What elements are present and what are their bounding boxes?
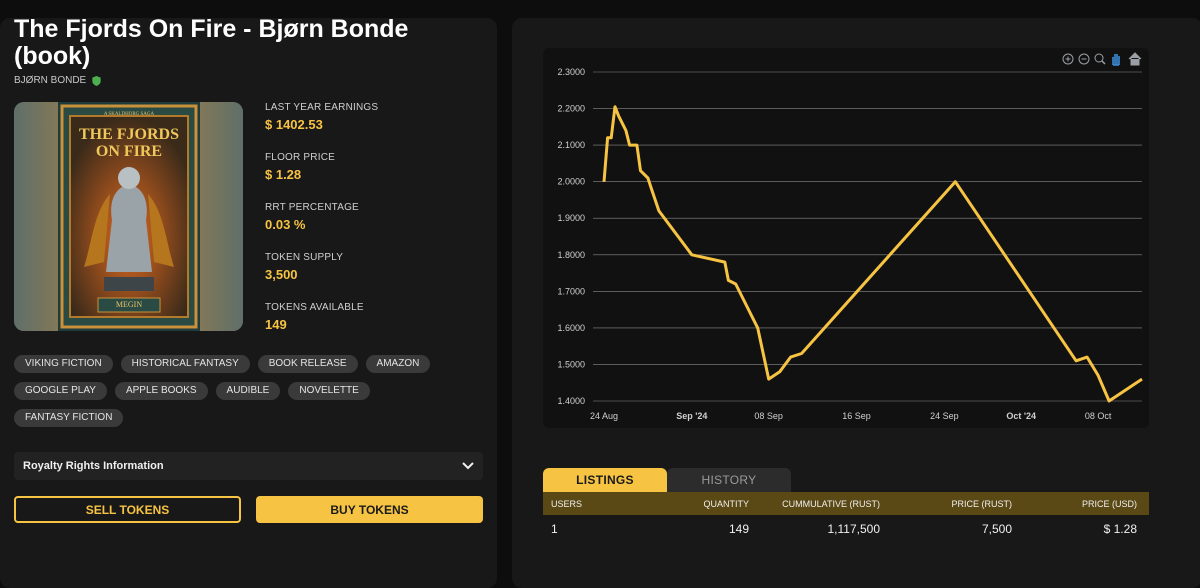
tag-viking-fiction[interactable]: VIKING FICTION xyxy=(14,355,113,373)
page-title: The Fjords On Fire - Bjørn Bonde (book) xyxy=(14,15,409,70)
x-tick-label: 24 Sep xyxy=(930,411,959,421)
cell-price-usd: $ 1.28 xyxy=(1103,522,1137,536)
y-tick-label: 1.9000 xyxy=(557,213,585,223)
tab-listings[interactable]: LISTINGS xyxy=(543,468,667,492)
market-tabs: LISTINGS HISTORY xyxy=(543,468,791,492)
chart-toolbar xyxy=(1062,52,1142,66)
tag-audible[interactable]: AUDIBLE xyxy=(215,382,281,400)
y-tick-label: 1.7000 xyxy=(557,286,585,296)
cell-price-rust: 7,500 xyxy=(981,522,1012,536)
header-cumulative: CUMMULATIVE (RUST) xyxy=(782,498,880,509)
cell-quantity: 149 xyxy=(728,522,749,536)
x-tick-label: Sep '24 xyxy=(676,411,707,421)
tag-apple-books[interactable]: APPLE BOOKS xyxy=(114,382,208,400)
stat-token-supply: TOKEN SUPPLY 3,500 xyxy=(265,252,344,282)
table-row[interactable]: 1 149 1,117,500 7,500 $ 1.28 xyxy=(543,515,1149,543)
tag-novelette[interactable]: NOVELETTE xyxy=(288,382,370,400)
book-cover-image: A SKALDHORG SAGA THE FJORDS ON FIRE MEGI… xyxy=(14,102,243,331)
tag-list: VIKING FICTION HISTORICAL FANTASY BOOK R… xyxy=(14,355,484,427)
cell-users: 1 xyxy=(551,522,558,536)
price-chart[interactable]: 1.4000 1.5000 1.6000 1.7000 1.8000 1.9000 2.00… xyxy=(543,48,1149,428)
tag-book-release[interactable]: BOOK RELEASE xyxy=(257,355,358,373)
price-chart-svg: 1.4000 1.5000 1.6000 1.7000 1.8000 1.9000 2.00… xyxy=(557,67,1143,421)
y-tick-label: 1.5000 xyxy=(557,359,585,369)
chevron-down-icon xyxy=(462,462,474,470)
stat-floor-price: FLOOR PRICE $ 1.28 xyxy=(265,152,335,182)
cover-publisher: MEGIN xyxy=(115,300,143,309)
cell-cumulative: 1,117,500 xyxy=(827,522,881,536)
header-price-usd: PRICE (USD) xyxy=(1081,498,1137,509)
stat-last-year-earnings: LAST YEAR EARNINGS $ 1402.53 xyxy=(265,102,379,132)
header-price-rust: PRICE (RUST) xyxy=(951,498,1013,509)
home-icon[interactable] xyxy=(1128,52,1142,66)
tab-history[interactable]: HISTORY xyxy=(667,468,791,492)
author-name[interactable]: BJØRN BONDE xyxy=(14,75,87,86)
y-tick-label: 2.2000 xyxy=(557,104,585,114)
zoom-out-icon[interactable] xyxy=(1078,53,1090,65)
magnifier-icon[interactable] xyxy=(1094,53,1106,65)
stat-rrt-percentage: RRT PERCENTAGE 0.03 % xyxy=(265,202,359,232)
cover-series: A SKALDHORG SAGA xyxy=(103,112,155,117)
royalty-rights-label: Royalty Rights Information xyxy=(23,460,164,472)
listings-table: USERS QUANTITY CUMMULATIVE (RUST) PRICE … xyxy=(543,492,1149,543)
x-tick-label: 08 Oct xyxy=(1085,411,1112,421)
tag-google-play[interactable]: GOOGLE PLAY xyxy=(14,382,107,400)
sell-tokens-button[interactable]: SELL TOKENS xyxy=(14,496,241,523)
price-series-line xyxy=(602,105,1143,403)
stat-tokens-available: TOKENS AVAILABLE 149 xyxy=(265,302,364,332)
header-users: USERS xyxy=(551,498,583,509)
pan-hand-icon[interactable] xyxy=(1112,54,1120,66)
tag-amazon[interactable]: AMAZON xyxy=(365,355,431,373)
y-tick-label: 2.1000 xyxy=(557,140,585,150)
x-tick-label: Oct '24 xyxy=(1006,411,1036,421)
author-row: BJØRN BONDE xyxy=(14,75,101,86)
buy-tokens-button[interactable]: BUY TOKENS xyxy=(256,496,483,523)
y-tick-label: 1.8000 xyxy=(557,250,585,260)
tag-fantasy-fiction[interactable]: FANTASY FICTION xyxy=(14,409,124,427)
x-tick-label: 24 Aug xyxy=(590,411,618,421)
verified-shield-icon xyxy=(92,75,101,86)
x-tick-label: 08 Sep xyxy=(754,411,783,421)
table-header: USERS QUANTITY CUMMULATIVE (RUST) PRICE … xyxy=(543,492,1149,515)
tag-historical-fantasy[interactable]: HISTORICAL FANTASY xyxy=(120,355,250,373)
y-tick-label: 1.6000 xyxy=(557,323,585,333)
y-tick-label: 2.0000 xyxy=(557,177,585,187)
y-tick-label: 2.3000 xyxy=(557,67,585,77)
stats-list: LAST YEAR EARNINGS $ 1402.53 FLOOR PRICE… xyxy=(265,102,378,352)
royalty-rights-accordion[interactable]: Royalty Rights Information xyxy=(14,452,483,480)
cover-title: THE FJORDS ON FIRE xyxy=(78,126,179,160)
zoom-in-icon[interactable] xyxy=(1062,53,1074,65)
x-tick-label: 16 Sep xyxy=(842,411,871,421)
header-quantity: QUANTITY xyxy=(703,498,749,509)
y-tick-label: 1.4000 xyxy=(557,396,585,406)
